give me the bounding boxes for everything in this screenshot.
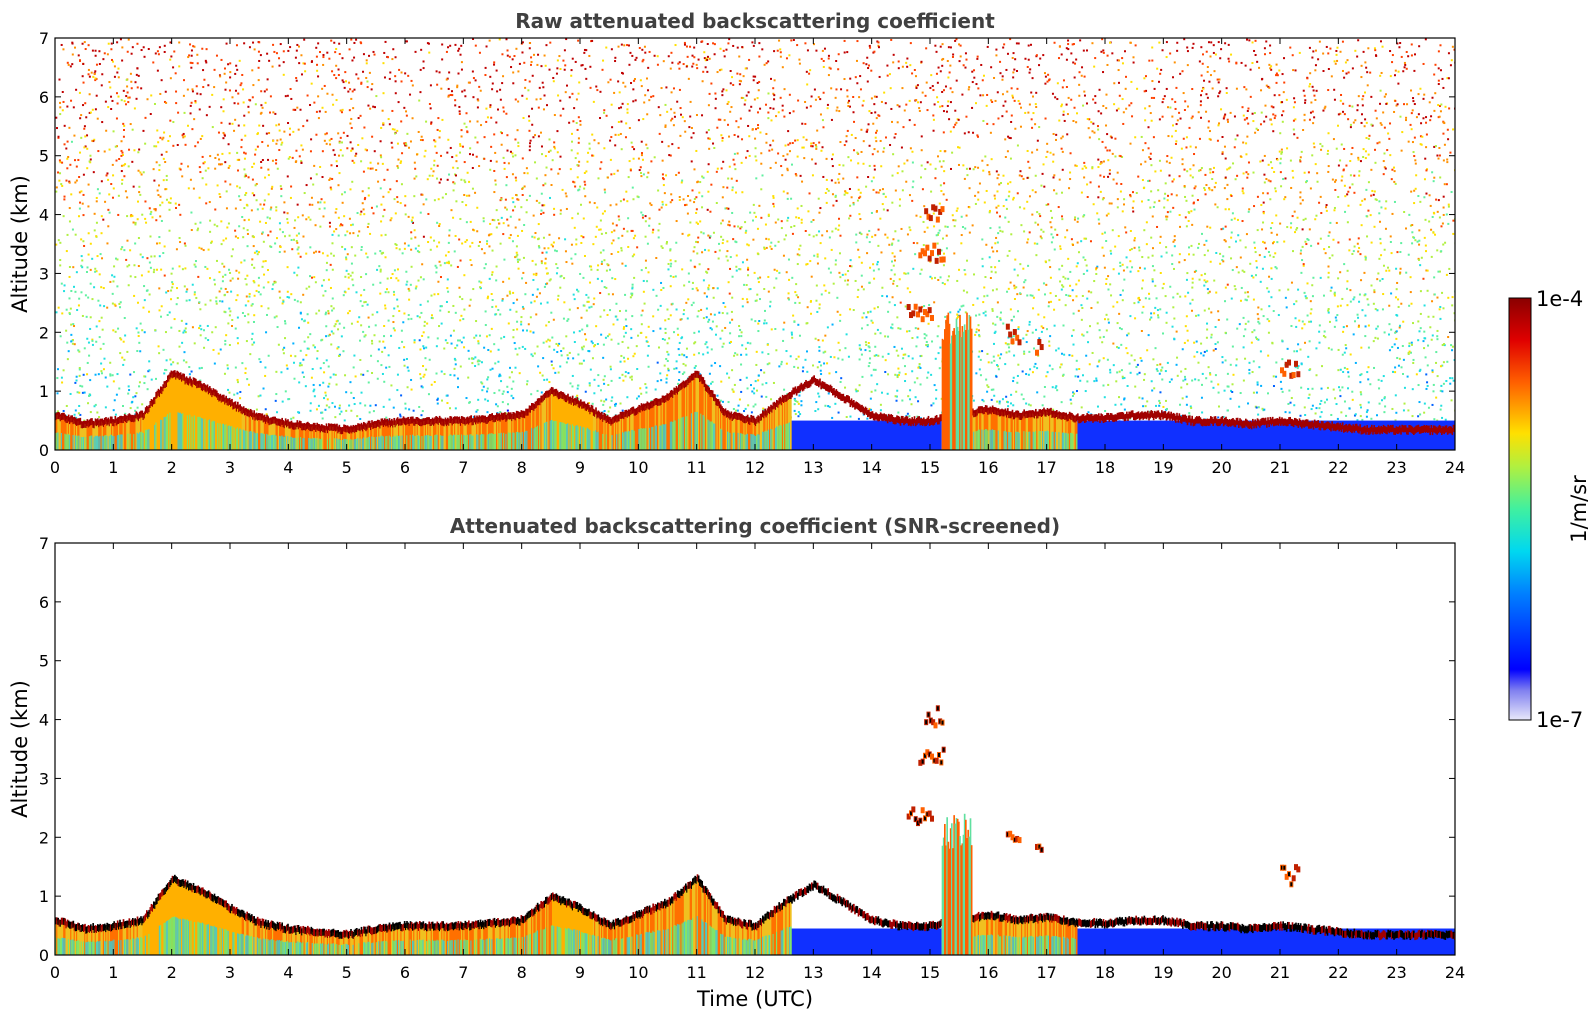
x-tick-label: 9: [575, 458, 585, 477]
boundary-layer-columns: [55, 874, 1455, 955]
background-noise: [55, 38, 1455, 450]
x-tick-label: 6: [400, 458, 410, 477]
x-axis-ticks: 0 1 2 3 4 5 6 7 8 9 10 11 12 13 14 15 16 17 18 19 20 21 22 23 24: [50, 543, 1465, 982]
x-tick-label: 3: [225, 458, 235, 477]
boundary-layer-columns: [55, 370, 1455, 450]
y-tick-label: 6: [39, 593, 49, 612]
y-tick-label: 4: [39, 206, 49, 225]
x-tick-label: 5: [342, 458, 352, 477]
x-tick-label: 5: [342, 963, 352, 982]
elevated-layers: [906, 204, 1301, 450]
plot-frame: [54, 542, 1456, 956]
x-tick-label: 17: [1036, 458, 1056, 477]
y-tick-label: 6: [39, 88, 49, 107]
clean-air-band: [877, 928, 942, 955]
x-tick-label: 9: [575, 963, 585, 982]
x-tick-label: 6: [400, 963, 410, 982]
x-tick-label: 17: [1036, 963, 1056, 982]
x-tick-label: 7: [458, 458, 468, 477]
x-tick-label: 24: [1445, 458, 1465, 477]
x-tick-label: 4: [283, 963, 293, 982]
y-tick-label: 1: [39, 887, 49, 906]
y-axis-label: Altitude (km): [8, 175, 32, 313]
x-tick-label: 22: [1328, 458, 1348, 477]
y-tick-label: 1: [39, 382, 49, 401]
heatmap-area: [55, 705, 1455, 955]
x-tick-label: 14: [861, 963, 881, 982]
x-tick-label: 0: [50, 963, 60, 982]
snr-screened-panel: Attenuated backscattering coefficient (S…: [8, 514, 1465, 1011]
x-tick-label: 12: [745, 963, 765, 982]
chart-title: Raw attenuated backscattering coefficien…: [515, 9, 995, 33]
x-tick-label: 21: [1270, 458, 1290, 477]
chart-title: Attenuated backscattering coefficient (S…: [450, 514, 1060, 538]
y-axis-ticks: 0 1 2 3 4 5 6 7: [39, 534, 1455, 965]
x-tick-label: 13: [803, 963, 823, 982]
x-axis-label: Time (UTC): [696, 987, 813, 1011]
x-tick-label: 4: [283, 458, 293, 477]
x-tick-label: 19: [1153, 963, 1173, 982]
x-tick-label: 16: [978, 963, 998, 982]
x-tick-label: 21: [1270, 963, 1290, 982]
x-tick-label: 3: [225, 963, 235, 982]
x-tick-label: 20: [1211, 458, 1231, 477]
y-tick-label: 5: [39, 147, 49, 166]
x-tick-label: 10: [628, 458, 648, 477]
x-axis-ticks: 0 1 2 3 4 5 6 7 8 9 10 11 12 13 14 15 16 17 18 19 20 21 22 23 24: [50, 38, 1465, 477]
x-tick-label: 15: [920, 963, 940, 982]
colorbar-gradient: [1508, 297, 1532, 721]
x-tick-label: 20: [1211, 963, 1231, 982]
x-tick-label: 23: [1386, 458, 1406, 477]
x-tick-label: 18: [1095, 963, 1115, 982]
x-tick-label: 10: [628, 963, 648, 982]
x-tick-label: 22: [1328, 963, 1348, 982]
x-tick-label: 11: [686, 458, 706, 477]
x-tick-label: 11: [686, 963, 706, 982]
x-tick-label: 16: [978, 458, 998, 477]
y-tick-label: 3: [39, 769, 49, 788]
x-tick-label: 12: [745, 458, 765, 477]
x-tick-label: 18: [1095, 458, 1115, 477]
x-tick-label: 15: [920, 458, 940, 477]
colorbar-unit-label: 1/m/sr: [1567, 475, 1591, 543]
x-tick-label: 7: [458, 963, 468, 982]
x-tick-label: 24: [1445, 963, 1465, 982]
colorbar-max-label: 1e-4: [1536, 287, 1583, 311]
y-tick-label: 5: [39, 652, 49, 671]
y-axis-ticks: 0 1 2 3 4 5 6 7: [39, 29, 1455, 460]
y-tick-label: 2: [39, 828, 49, 847]
x-tick-label: 23: [1386, 963, 1406, 982]
y-tick-label: 0: [39, 946, 49, 965]
x-tick-label: 19: [1153, 458, 1173, 477]
colorbar-min-label: 1e-7: [1536, 708, 1583, 732]
raw-backscatter-panel: Raw attenuated backscattering coefficien…: [8, 9, 1465, 477]
x-tick-label: 13: [803, 458, 823, 477]
y-axis-label: Altitude (km): [8, 680, 32, 818]
x-tick-label: 0: [50, 458, 60, 477]
y-tick-label: 7: [39, 534, 49, 553]
y-tick-label: 0: [39, 441, 49, 460]
heatmap-area: [55, 38, 1455, 450]
x-tick-label: 14: [861, 458, 881, 477]
x-tick-label: 1: [108, 963, 118, 982]
y-tick-label: 2: [39, 323, 49, 342]
x-tick-label: 2: [167, 458, 177, 477]
elevated-layers: [906, 705, 1301, 955]
y-tick-label: 3: [39, 264, 49, 283]
x-tick-label: 2: [167, 963, 177, 982]
clean-air-band: [790, 928, 878, 955]
colorbar: 1e-4 1e-7 1/m/sr: [1508, 287, 1591, 732]
y-tick-label: 4: [39, 711, 49, 730]
x-tick-label: 8: [517, 458, 527, 477]
x-tick-label: 1: [108, 458, 118, 477]
y-tick-label: 7: [39, 29, 49, 48]
x-tick-label: 8: [517, 963, 527, 982]
